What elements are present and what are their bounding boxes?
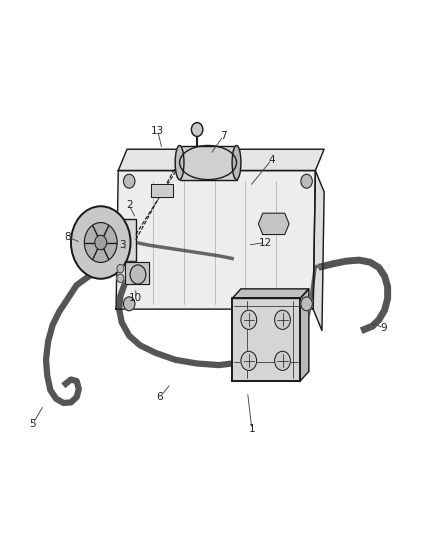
Polygon shape bbox=[151, 184, 173, 197]
Text: 12: 12 bbox=[258, 238, 272, 247]
Polygon shape bbox=[300, 289, 309, 381]
Text: 4: 4 bbox=[268, 155, 275, 165]
Polygon shape bbox=[232, 289, 309, 298]
Circle shape bbox=[71, 206, 131, 279]
Ellipse shape bbox=[180, 146, 237, 180]
Text: 3: 3 bbox=[119, 240, 126, 250]
Circle shape bbox=[301, 174, 312, 188]
Polygon shape bbox=[118, 149, 324, 171]
Polygon shape bbox=[180, 146, 237, 180]
Polygon shape bbox=[258, 213, 289, 235]
Circle shape bbox=[117, 264, 124, 273]
Text: 1: 1 bbox=[248, 424, 255, 434]
Text: 10: 10 bbox=[129, 294, 142, 303]
Circle shape bbox=[130, 265, 146, 284]
Text: 7: 7 bbox=[220, 131, 227, 141]
Polygon shape bbox=[232, 298, 300, 381]
Circle shape bbox=[124, 297, 135, 311]
Polygon shape bbox=[125, 262, 149, 284]
Circle shape bbox=[241, 351, 257, 370]
Text: 13: 13 bbox=[151, 126, 164, 135]
Ellipse shape bbox=[232, 146, 241, 180]
Polygon shape bbox=[116, 219, 136, 261]
Circle shape bbox=[275, 351, 290, 370]
Ellipse shape bbox=[175, 146, 184, 180]
Text: 6: 6 bbox=[156, 392, 163, 402]
Polygon shape bbox=[313, 171, 324, 330]
Text: 8: 8 bbox=[64, 232, 71, 242]
Circle shape bbox=[275, 310, 290, 329]
Polygon shape bbox=[116, 171, 315, 309]
Circle shape bbox=[95, 235, 107, 250]
Circle shape bbox=[191, 123, 203, 136]
Text: 9: 9 bbox=[380, 323, 387, 333]
Circle shape bbox=[124, 174, 135, 188]
Circle shape bbox=[117, 274, 124, 282]
Text: 2: 2 bbox=[126, 200, 133, 210]
Text: 5: 5 bbox=[29, 419, 36, 429]
Circle shape bbox=[85, 223, 117, 262]
Circle shape bbox=[301, 297, 312, 311]
Circle shape bbox=[241, 310, 257, 329]
